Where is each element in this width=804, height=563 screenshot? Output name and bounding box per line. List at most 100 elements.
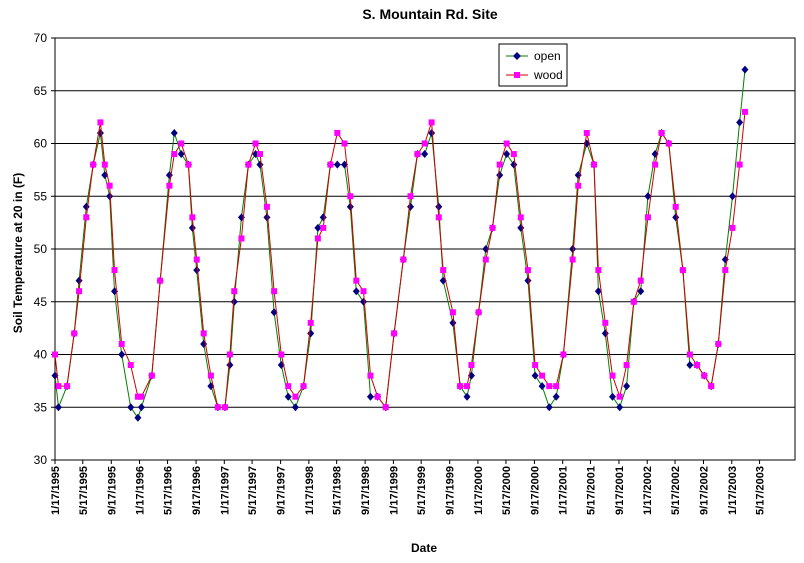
data-point-open — [736, 118, 744, 127]
data-point-wood — [189, 214, 196, 221]
data-point-wood — [263, 203, 270, 210]
data-point-wood — [185, 161, 192, 168]
data-point-wood — [489, 224, 496, 231]
data-point-open — [524, 276, 532, 285]
y-tick-label: 30 — [34, 453, 48, 467]
data-point-open — [226, 361, 234, 370]
data-point-wood — [428, 119, 435, 126]
data-point-open — [188, 223, 196, 232]
data-point-wood — [292, 393, 299, 400]
data-point-open — [538, 382, 546, 391]
data-point-open — [686, 361, 694, 370]
x-tick-label: 1/17/1999 — [388, 466, 400, 515]
grid-lines — [55, 90, 795, 408]
data-point-wood — [106, 182, 113, 189]
data-point-wood — [652, 161, 659, 168]
data-point-wood — [76, 288, 83, 295]
data-point-wood — [367, 372, 374, 379]
data-point-open — [421, 150, 429, 159]
data-point-wood — [207, 372, 214, 379]
data-point-wood — [134, 393, 141, 400]
data-point-wood — [374, 393, 381, 400]
data-point-wood — [407, 193, 414, 200]
data-point-open — [672, 213, 680, 222]
data-point-open — [531, 371, 539, 380]
data-point-open — [170, 128, 178, 137]
x-tick-label: 5/17/2000 — [501, 466, 513, 515]
data-point-wood — [360, 288, 367, 295]
data-point-wood — [97, 119, 104, 126]
data-point-wood — [64, 383, 71, 390]
data-point-wood — [583, 129, 590, 136]
plot-area — [54, 37, 796, 461]
data-point-wood — [90, 161, 97, 168]
data-point-wood — [231, 288, 238, 295]
data-point-open — [352, 287, 360, 296]
data-point-wood — [672, 203, 679, 210]
x-tick-label: 9/17/2000 — [529, 466, 541, 515]
data-point-wood — [524, 267, 531, 274]
data-point-open — [608, 392, 616, 401]
data-point-wood — [55, 383, 62, 390]
data-point-open — [291, 403, 299, 412]
data-point-wood — [256, 151, 263, 158]
data-point-wood — [226, 351, 233, 358]
x-tick-label: 5/17/2003 — [755, 466, 767, 515]
x-tick-label: 5/17/1998 — [332, 466, 344, 515]
data-point-open — [644, 192, 652, 201]
data-point-wood — [715, 340, 722, 347]
data-point-wood — [637, 277, 644, 284]
data-point-open — [54, 403, 62, 412]
data-point-open — [319, 213, 327, 222]
data-point-open — [333, 160, 341, 169]
y-tick-label: 50 — [34, 242, 48, 256]
data-point-wood — [278, 351, 285, 358]
data-point-wood — [166, 182, 173, 189]
x-tick-label: 9/17/1998 — [360, 466, 372, 515]
x-tick-label: 9/17/1996 — [191, 466, 203, 515]
data-point-wood — [171, 151, 178, 158]
y-tick-label: 60 — [34, 137, 48, 151]
data-point-open — [346, 202, 354, 211]
y-tick-label: 45 — [34, 295, 48, 309]
data-point-wood — [708, 383, 715, 390]
data-point-wood — [729, 224, 736, 231]
data-point-wood — [503, 140, 510, 147]
series-line-open — [54, 69, 746, 419]
x-tick-label: 5/17/1995 — [78, 466, 90, 515]
data-point-wood — [616, 393, 623, 400]
data-point-wood — [300, 383, 307, 390]
y-tick-label: 35 — [34, 400, 48, 414]
x-tick-label: 5/17/1996 — [163, 466, 175, 515]
data-point-wood — [546, 383, 553, 390]
data-point-wood — [609, 372, 616, 379]
data-point-open — [106, 192, 114, 201]
data-point-open — [230, 297, 238, 306]
x-tick-label: 1/17/1995 — [50, 466, 62, 515]
x-tick-label: 5/17/1999 — [416, 466, 428, 515]
x-tick-label: 1/17/1996 — [135, 466, 147, 515]
data-point-open — [637, 287, 645, 296]
data-point-open — [366, 392, 374, 401]
data-point-wood — [245, 161, 252, 168]
legend: open wood — [498, 43, 568, 87]
data-point-open — [449, 318, 457, 327]
series-layer — [51, 65, 749, 422]
data-point-wood — [320, 224, 327, 231]
data-point-wood — [449, 309, 456, 316]
data-point-wood — [118, 340, 125, 347]
data-point-open — [496, 171, 504, 180]
data-point-wood — [468, 362, 475, 369]
data-point-wood — [200, 330, 207, 337]
legend-open-marker — [513, 52, 521, 60]
data-point-wood — [440, 267, 447, 274]
data-point-wood — [539, 372, 546, 379]
data-point-open — [118, 350, 126, 359]
data-point-open — [601, 329, 609, 338]
data-point-wood — [327, 161, 334, 168]
data-point-wood — [400, 256, 407, 263]
data-point-wood — [138, 393, 145, 400]
data-point-wood — [382, 404, 389, 411]
data-point-wood — [569, 256, 576, 263]
data-point-wood — [475, 309, 482, 316]
